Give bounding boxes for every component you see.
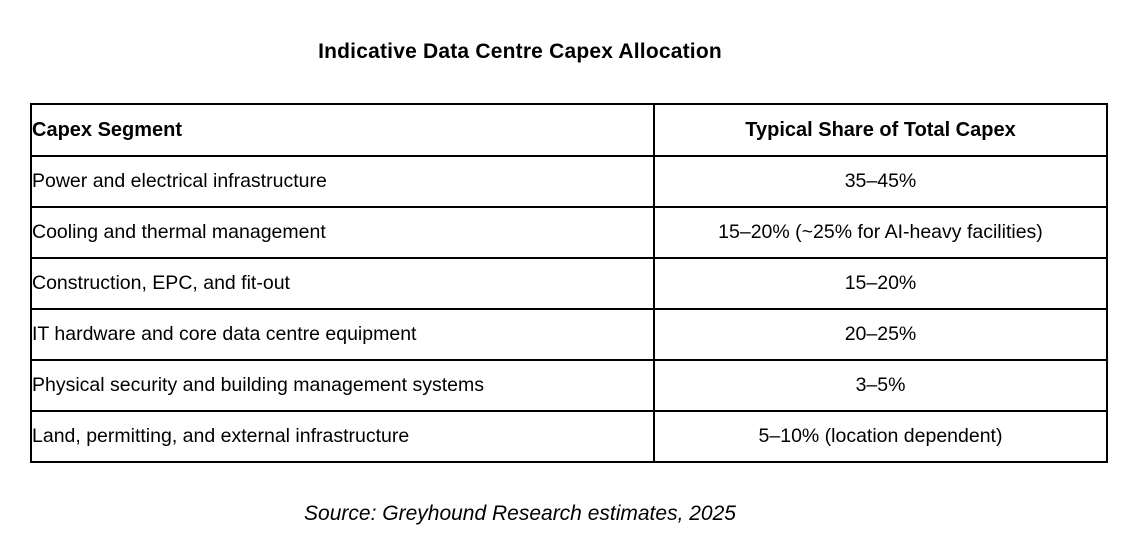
table-row: Construction, EPC, and fit-out 15–20% [30,257,1108,310]
table-row: Power and electrical infrastructure 35–4… [30,155,1108,208]
segment-cell: IT hardware and core data centre equipme… [30,308,655,361]
column-header-typical-share: Typical Share of Total Capex [653,103,1108,157]
page-title: Indicative Data Centre Capex Allocation [318,40,722,63]
share-cell: 5–10% (location dependent) [653,410,1108,463]
source-attribution: Source: Greyhound Research estimates, 20… [304,502,736,525]
share-cell: 20–25% [653,308,1108,361]
segment-cell: Cooling and thermal management [30,206,655,259]
segment-cell: Land, permitting, and external infrastru… [30,410,655,463]
segment-cell: Physical security and building managemen… [30,359,655,412]
share-cell: 3–5% [653,359,1108,412]
share-cell: 15–20% [653,257,1108,310]
table-row: Cooling and thermal management 15–20% (~… [30,206,1108,259]
capex-allocation-table: Capex Segment Typical Share of Total Cap… [30,103,1108,463]
share-cell: 15–20% (~25% for AI-heavy facilities) [653,206,1108,259]
table-row: IT hardware and core data centre equipme… [30,308,1108,361]
segment-cell: Power and electrical infrastructure [30,155,655,208]
table-header-row: Capex Segment Typical Share of Total Cap… [30,103,1108,157]
table-row: Land, permitting, and external infrastru… [30,410,1108,463]
segment-cell: Construction, EPC, and fit-out [30,257,655,310]
share-cell: 35–45% [653,155,1108,208]
column-header-capex-segment: Capex Segment [30,103,655,157]
table-row: Physical security and building managemen… [30,359,1108,412]
